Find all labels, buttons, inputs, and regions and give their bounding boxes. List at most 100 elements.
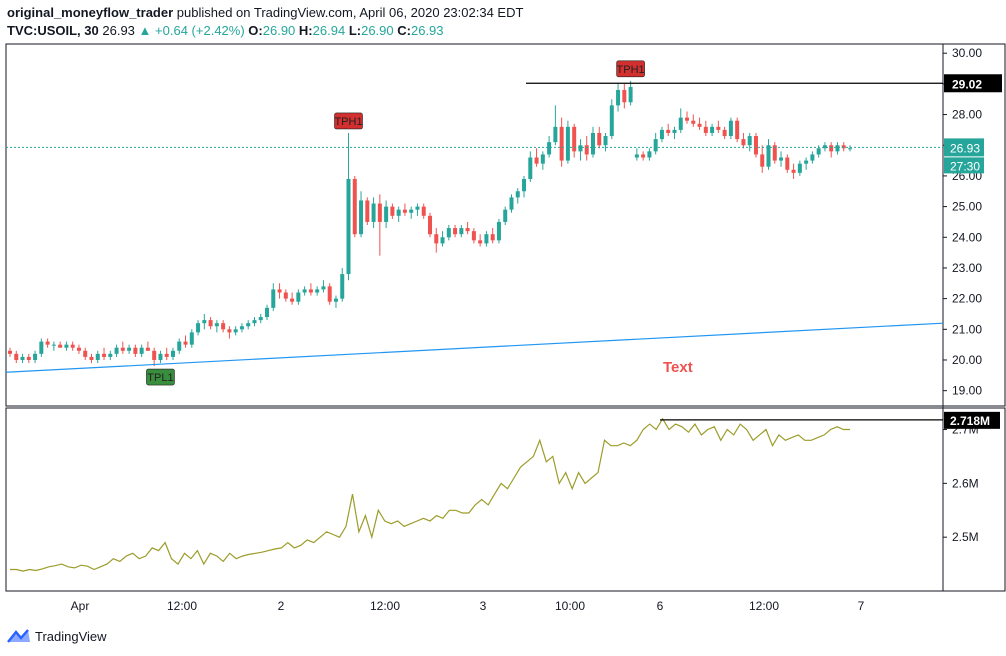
candle-body bbox=[196, 323, 201, 333]
candle-body bbox=[158, 353, 163, 360]
volume-pane[interactable] bbox=[10, 417, 850, 572]
candle-body bbox=[691, 120, 696, 124]
candle-body bbox=[503, 209, 508, 222]
time-tick-label: 12:00 bbox=[370, 599, 400, 613]
candle-body bbox=[421, 206, 426, 216]
candle-body bbox=[434, 234, 439, 244]
candle bbox=[409, 206, 414, 219]
candle bbox=[459, 225, 464, 238]
candle-body bbox=[547, 142, 552, 155]
candle-body bbox=[170, 350, 175, 357]
chart-publish-header: original_moneyflow_trader published on T… bbox=[7, 5, 523, 20]
candle bbox=[183, 335, 188, 348]
candle bbox=[597, 126, 602, 149]
candle bbox=[528, 151, 533, 183]
time-tick-label: 3 bbox=[480, 599, 487, 613]
candle bbox=[26, 353, 31, 364]
price-pane[interactable] bbox=[8, 80, 852, 367]
candle bbox=[565, 120, 570, 164]
candle-body bbox=[772, 145, 777, 161]
candle-body bbox=[515, 191, 520, 198]
candle bbox=[779, 151, 784, 167]
footer-brand[interactable]: TradingView bbox=[7, 628, 107, 644]
candle-body bbox=[659, 129, 664, 140]
candle bbox=[584, 136, 589, 161]
candle-body bbox=[265, 307, 270, 318]
candle-body bbox=[578, 145, 583, 152]
candle-body bbox=[346, 178, 351, 275]
candle-body bbox=[308, 289, 313, 293]
candle-body bbox=[352, 178, 357, 235]
candle bbox=[672, 126, 677, 140]
symbol-label[interactable]: TVC:USOIL, 30 bbox=[7, 23, 99, 38]
candle bbox=[415, 203, 420, 216]
candle bbox=[616, 83, 621, 112]
candle-body bbox=[779, 157, 784, 161]
candle-body bbox=[58, 344, 63, 348]
candle bbox=[290, 292, 295, 305]
candle-body bbox=[233, 329, 238, 333]
candle-body bbox=[415, 206, 420, 210]
candle bbox=[446, 225, 451, 241]
candle bbox=[384, 200, 389, 229]
candle-body bbox=[296, 292, 301, 302]
candle-body bbox=[848, 148, 852, 150]
candle-body bbox=[428, 215, 432, 235]
candle-body bbox=[590, 132, 595, 155]
candle-body bbox=[653, 139, 658, 152]
candle-body bbox=[471, 231, 476, 241]
candle bbox=[810, 151, 815, 164]
candle-body bbox=[534, 157, 539, 164]
candle bbox=[478, 234, 483, 247]
candle bbox=[64, 341, 69, 351]
candle-body bbox=[139, 347, 144, 354]
candle bbox=[465, 221, 470, 235]
candle-body bbox=[384, 206, 389, 222]
time-tick-label: 6 bbox=[657, 599, 664, 613]
candle bbox=[283, 289, 288, 302]
price-tick-label: 30.00 bbox=[952, 46, 982, 60]
candle-body bbox=[528, 157, 533, 179]
candle-body bbox=[33, 353, 38, 360]
up-triangle-icon: ▲ bbox=[138, 23, 152, 38]
candle bbox=[735, 117, 740, 143]
candle bbox=[434, 228, 439, 253]
candle bbox=[547, 136, 552, 158]
candle-body bbox=[697, 123, 702, 127]
candle bbox=[390, 203, 395, 219]
candle bbox=[402, 203, 407, 216]
candle-body bbox=[208, 320, 213, 327]
candle-body bbox=[540, 154, 545, 164]
candle bbox=[365, 197, 370, 225]
candle-body bbox=[70, 344, 75, 348]
price-tick-label: 19.00 bbox=[952, 384, 982, 398]
candle-body bbox=[703, 126, 708, 133]
candle-body bbox=[271, 289, 276, 308]
candle-body bbox=[302, 289, 307, 293]
candle bbox=[666, 123, 671, 137]
price-tick-label: 24.00 bbox=[952, 230, 982, 244]
countdown-badge bbox=[944, 157, 984, 174]
candle bbox=[377, 194, 382, 256]
candle-body bbox=[672, 129, 677, 133]
candle-body bbox=[120, 347, 125, 351]
time-tick-label: Apr bbox=[71, 599, 90, 613]
price-tick-label: 21.00 bbox=[952, 322, 982, 336]
candle-body bbox=[164, 353, 169, 357]
candle bbox=[685, 111, 690, 124]
author-name[interactable]: original_moneyflow_trader bbox=[7, 5, 174, 20]
candle bbox=[453, 225, 458, 238]
candle bbox=[722, 126, 727, 140]
candle-body bbox=[14, 353, 19, 360]
candle-body bbox=[359, 200, 364, 235]
candle bbox=[509, 194, 514, 213]
candle-body bbox=[377, 203, 382, 222]
countdown-text: 27:30 bbox=[950, 159, 980, 173]
candle-body bbox=[841, 145, 846, 149]
candle-body bbox=[484, 234, 489, 244]
candle bbox=[196, 320, 201, 336]
candle-body bbox=[603, 136, 608, 146]
price-tick-label: 25.00 bbox=[952, 200, 982, 214]
candle bbox=[822, 142, 827, 152]
